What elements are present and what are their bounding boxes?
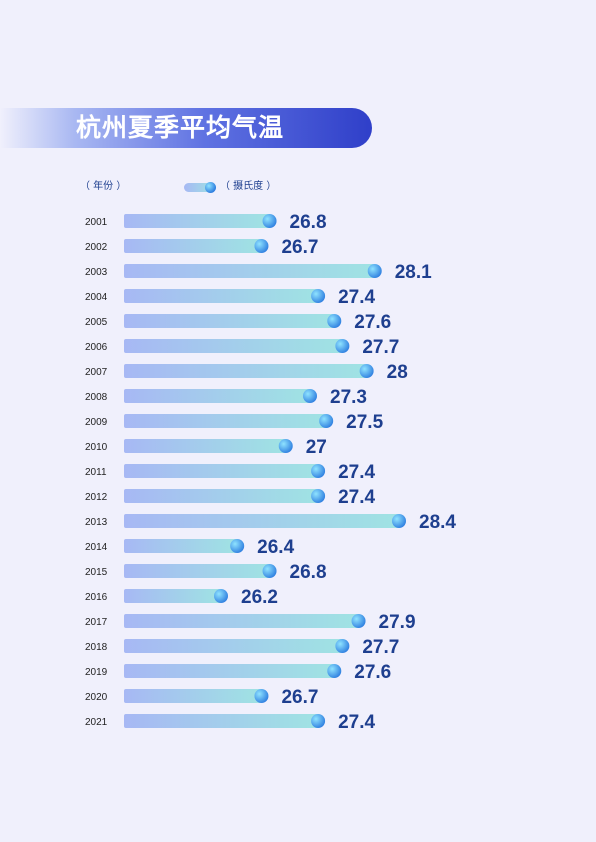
- value-label: 27.4: [338, 287, 375, 308]
- bar: [124, 689, 261, 703]
- year-label: 2011: [85, 467, 107, 478]
- bar: [124, 664, 334, 678]
- year-label: 2006: [85, 342, 108, 353]
- bar: [124, 339, 342, 353]
- bar: [124, 289, 318, 303]
- year-label: 2016: [85, 592, 108, 603]
- bar-end-dot: [360, 364, 374, 378]
- value-label: 26.2: [241, 587, 278, 608]
- bar-end-dot: [311, 714, 325, 728]
- year-label: 2017: [85, 617, 108, 628]
- bar: [124, 514, 399, 528]
- bar-end-dot: [352, 614, 366, 628]
- value-label: 28: [387, 362, 408, 383]
- bar: [124, 714, 318, 728]
- bar-end-dot: [327, 664, 341, 678]
- year-label: 2014: [85, 542, 108, 553]
- bar: [124, 214, 270, 228]
- year-label: 2009: [85, 417, 108, 428]
- year-label: 2005: [85, 317, 108, 328]
- bar: [124, 314, 334, 328]
- bar: [124, 489, 318, 503]
- bar: [124, 414, 326, 428]
- year-label: 2002: [85, 242, 108, 253]
- bar-end-dot: [279, 439, 293, 453]
- value-label: 28.4: [419, 512, 456, 533]
- value-label: 27.4: [338, 487, 375, 508]
- value-label: 26.8: [290, 562, 327, 583]
- bar: [124, 439, 286, 453]
- bar-end-dot: [311, 289, 325, 303]
- bar-end-dot: [335, 639, 349, 653]
- bar: [124, 564, 270, 578]
- bar: [124, 464, 318, 478]
- bar: [124, 239, 261, 253]
- bar: [124, 364, 367, 378]
- value-label: 26.4: [257, 537, 294, 558]
- value-label: 27.6: [354, 312, 391, 333]
- value-label: 26.7: [281, 237, 318, 258]
- bar-end-dot: [303, 389, 317, 403]
- bar-end-dot: [327, 314, 341, 328]
- bar-end-dot: [230, 539, 244, 553]
- value-label: 28.1: [395, 262, 432, 283]
- year-label: 2004: [85, 292, 108, 303]
- year-label: 2020: [85, 692, 108, 703]
- bar-end-dot: [263, 214, 277, 228]
- year-label: 2010: [85, 442, 108, 453]
- bar: [124, 539, 237, 553]
- value-label: 27.9: [379, 612, 416, 633]
- value-label: 27.4: [338, 712, 375, 733]
- year-label: 2012: [85, 492, 108, 503]
- value-label: 27.5: [346, 412, 383, 433]
- value-label: 27.6: [354, 662, 391, 683]
- bar: [124, 389, 310, 403]
- bar-end-dot: [214, 589, 228, 603]
- bar: [124, 614, 359, 628]
- bar-end-dot: [335, 339, 349, 353]
- year-label: 2001: [85, 217, 108, 228]
- year-label: 2015: [85, 567, 108, 578]
- bar: [124, 589, 221, 603]
- bar: [124, 264, 375, 278]
- value-label: 27.4: [338, 462, 375, 483]
- bar-end-dot: [311, 464, 325, 478]
- value-label: 27.7: [362, 337, 399, 358]
- value-label: 26.7: [281, 687, 318, 708]
- year-label: 2013: [85, 517, 108, 528]
- bar-end-dot: [254, 239, 268, 253]
- bar-end-dot: [311, 489, 325, 503]
- bar-end-dot: [319, 414, 333, 428]
- value-label: 27.3: [330, 387, 367, 408]
- value-label: 27: [306, 437, 327, 458]
- year-label: 2003: [85, 267, 108, 278]
- year-label: 2021: [85, 717, 108, 728]
- year-label: 2008: [85, 392, 108, 403]
- bar-end-dot: [254, 689, 268, 703]
- value-label: 27.7: [362, 637, 399, 658]
- bar-end-dot: [392, 514, 406, 528]
- bar-end-dot: [263, 564, 277, 578]
- bar-end-dot: [368, 264, 382, 278]
- year-label: 2019: [85, 667, 108, 678]
- year-label: 2007: [85, 367, 108, 378]
- value-label: 26.8: [290, 212, 327, 233]
- bar: [124, 639, 342, 653]
- year-label: 2018: [85, 642, 108, 653]
